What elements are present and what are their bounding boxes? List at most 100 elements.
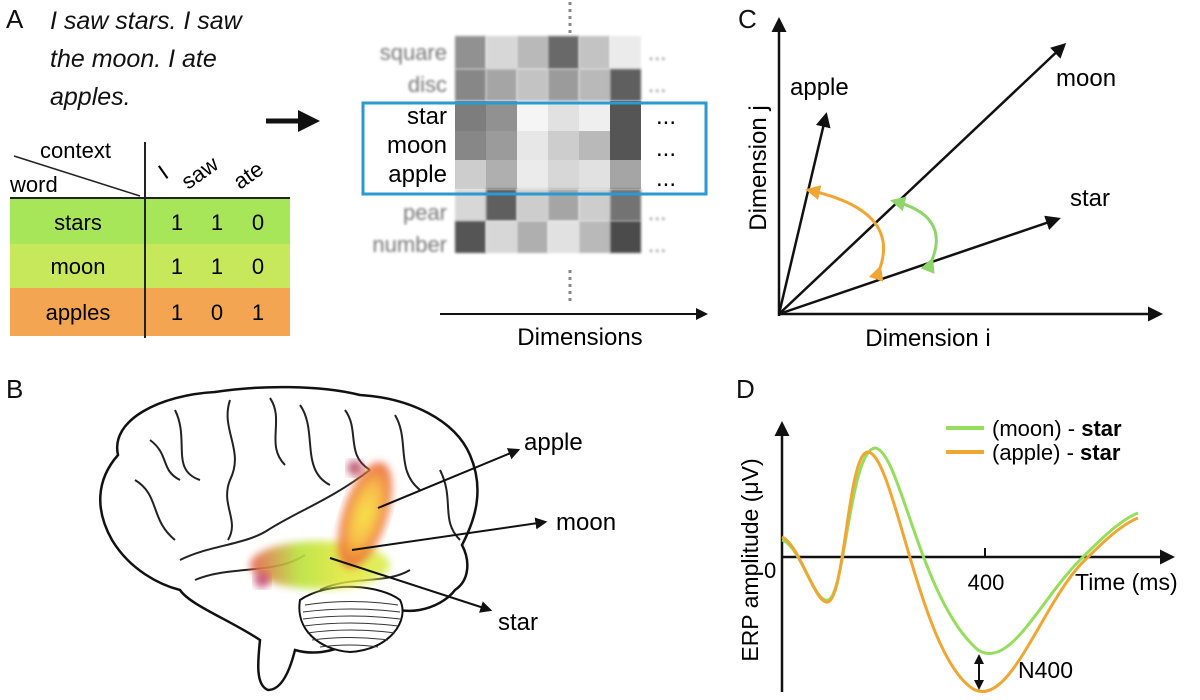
c-x-axis-label: Dimension i <box>865 325 990 352</box>
matrix-cell <box>548 221 579 253</box>
table-header-word: word <box>9 172 58 197</box>
matrix-cell <box>517 69 548 101</box>
sentence-line-3: apples. <box>50 83 131 111</box>
activation-spot <box>347 460 363 476</box>
panel-b-label: B <box>6 374 24 404</box>
matrix-cell <box>579 36 610 69</box>
pointer-apple <box>377 448 521 509</box>
brain-label-apple: apple <box>524 429 583 456</box>
matrix-cell <box>579 160 610 189</box>
brain-label-star: star <box>498 609 538 636</box>
table-cell: 1 <box>211 254 223 279</box>
d-x-axis-label: Time (ms) <box>1075 569 1178 595</box>
matrix-word-number: number <box>372 232 447 257</box>
brain-cerebellum <box>298 585 404 654</box>
matrix-ellipsis: ... <box>656 135 676 162</box>
legend-bold: star <box>1081 416 1122 441</box>
erp-trace-apple-star <box>781 450 1139 694</box>
table-cell: 0 <box>252 254 264 279</box>
sentence-line-1: I saw stars. I saw <box>50 7 242 35</box>
pointer-moon <box>351 517 548 551</box>
matrix-word-moon: moon <box>387 132 447 159</box>
brain-label-moon: moon <box>556 509 616 536</box>
matrix-cell <box>610 101 641 131</box>
matrix-word-apple: apple <box>388 161 447 188</box>
matrix-ellipsis: ... <box>656 103 676 130</box>
table-row-moon: moon <box>50 254 105 279</box>
matrix-cell <box>548 101 579 131</box>
table-cell: 1 <box>171 210 183 235</box>
d-tick-label-400: 400 <box>968 570 1005 595</box>
matrix-cell <box>548 36 579 69</box>
matrix-cell <box>610 221 641 253</box>
embedding-matrix: square disc pear number star moon apple … <box>361 2 708 351</box>
legend-item-apple: (apple) - star <box>992 440 1121 465</box>
vector-star <box>778 215 1061 316</box>
erp-trace-moon-star <box>781 446 1139 655</box>
matrix-cell <box>455 36 486 69</box>
n400-label: N400 <box>1018 657 1073 683</box>
legend-prefix: (apple) - <box>992 440 1080 465</box>
matrix-cell <box>610 36 641 69</box>
matrix-ellipsis-blurred: ... <box>648 232 666 257</box>
erp-plot: 0 400 Time (ms) N400 ERP amplitude (μV) … <box>737 416 1178 694</box>
matrix-ellipsis-blurred: ... <box>648 40 666 65</box>
table-cell: 1 <box>171 300 183 325</box>
table-row-moon-bg <box>10 244 290 288</box>
brain-diagram: apple moon star <box>99 385 616 692</box>
matrix-highlight-frame <box>361 101 708 196</box>
panel-a-label: A <box>6 4 24 34</box>
matrix-ellipsis-blurred: ... <box>648 72 666 97</box>
matrix-cell <box>486 131 517 160</box>
matrix-cell <box>548 160 579 189</box>
matrix-cell <box>610 69 641 101</box>
brain-outline <box>99 385 479 692</box>
matrix-cell <box>486 36 517 69</box>
table-row-apples: apples <box>46 300 111 325</box>
table-cell: 1 <box>171 254 183 279</box>
matrix-cell <box>455 101 486 131</box>
matrix-cell <box>486 160 517 189</box>
matrix-ellipsis: ... <box>656 165 676 192</box>
table-col-i: I <box>154 160 173 184</box>
matrix-word-pear: pear <box>403 200 447 225</box>
cerebellum-folia <box>302 601 401 648</box>
matrix-cell <box>455 221 486 253</box>
matrix-cell <box>517 36 548 69</box>
vector-label-apple: apple <box>790 74 849 101</box>
activation-spot <box>254 572 270 588</box>
table-cell: 0 <box>211 300 223 325</box>
vector-apple <box>777 112 831 315</box>
matrix-cell <box>486 69 517 101</box>
matrix-cell <box>486 101 517 131</box>
arrow-to-matrix-icon <box>266 110 320 132</box>
pointer-star <box>329 557 493 613</box>
matrix-ellipsis-blurred: ... <box>648 200 666 225</box>
legend-bold: star <box>1080 440 1121 465</box>
table-col-saw: saw <box>177 151 223 194</box>
activation-superior <box>338 462 392 568</box>
vector-label-star: star <box>1070 185 1110 212</box>
table-row-apples-bg <box>10 288 290 336</box>
matrix-word-star: star <box>407 103 447 130</box>
c-y-axis-label: Dimension j <box>745 105 772 230</box>
legend-item-moon: (moon) - star <box>992 416 1122 441</box>
matrix-word-disc: disc <box>408 72 447 97</box>
panel-c-label: C <box>738 4 757 34</box>
table-row-stars-bg <box>10 198 290 244</box>
matrix-cell <box>610 131 641 160</box>
matrix-cell <box>455 131 486 160</box>
panel-d-label: D <box>736 374 755 404</box>
vector-label-moon: moon <box>1056 65 1116 92</box>
example-sentence: I saw stars. I saw the moon. I ate apple… <box>50 2 310 116</box>
table-row-stars: stars <box>54 210 102 235</box>
table-cell: 0 <box>252 210 264 235</box>
angle-apple-moon-arc <box>805 185 886 282</box>
dimensions-axis-arrowhead <box>696 308 708 320</box>
matrix-cell <box>548 131 579 160</box>
matrix-cell <box>455 69 486 101</box>
matrix-cell <box>579 69 610 101</box>
matrix-cell <box>517 101 548 131</box>
d-y-axis-label: ERP amplitude (μV) <box>737 458 763 661</box>
d-zero-label: 0 <box>764 558 776 583</box>
